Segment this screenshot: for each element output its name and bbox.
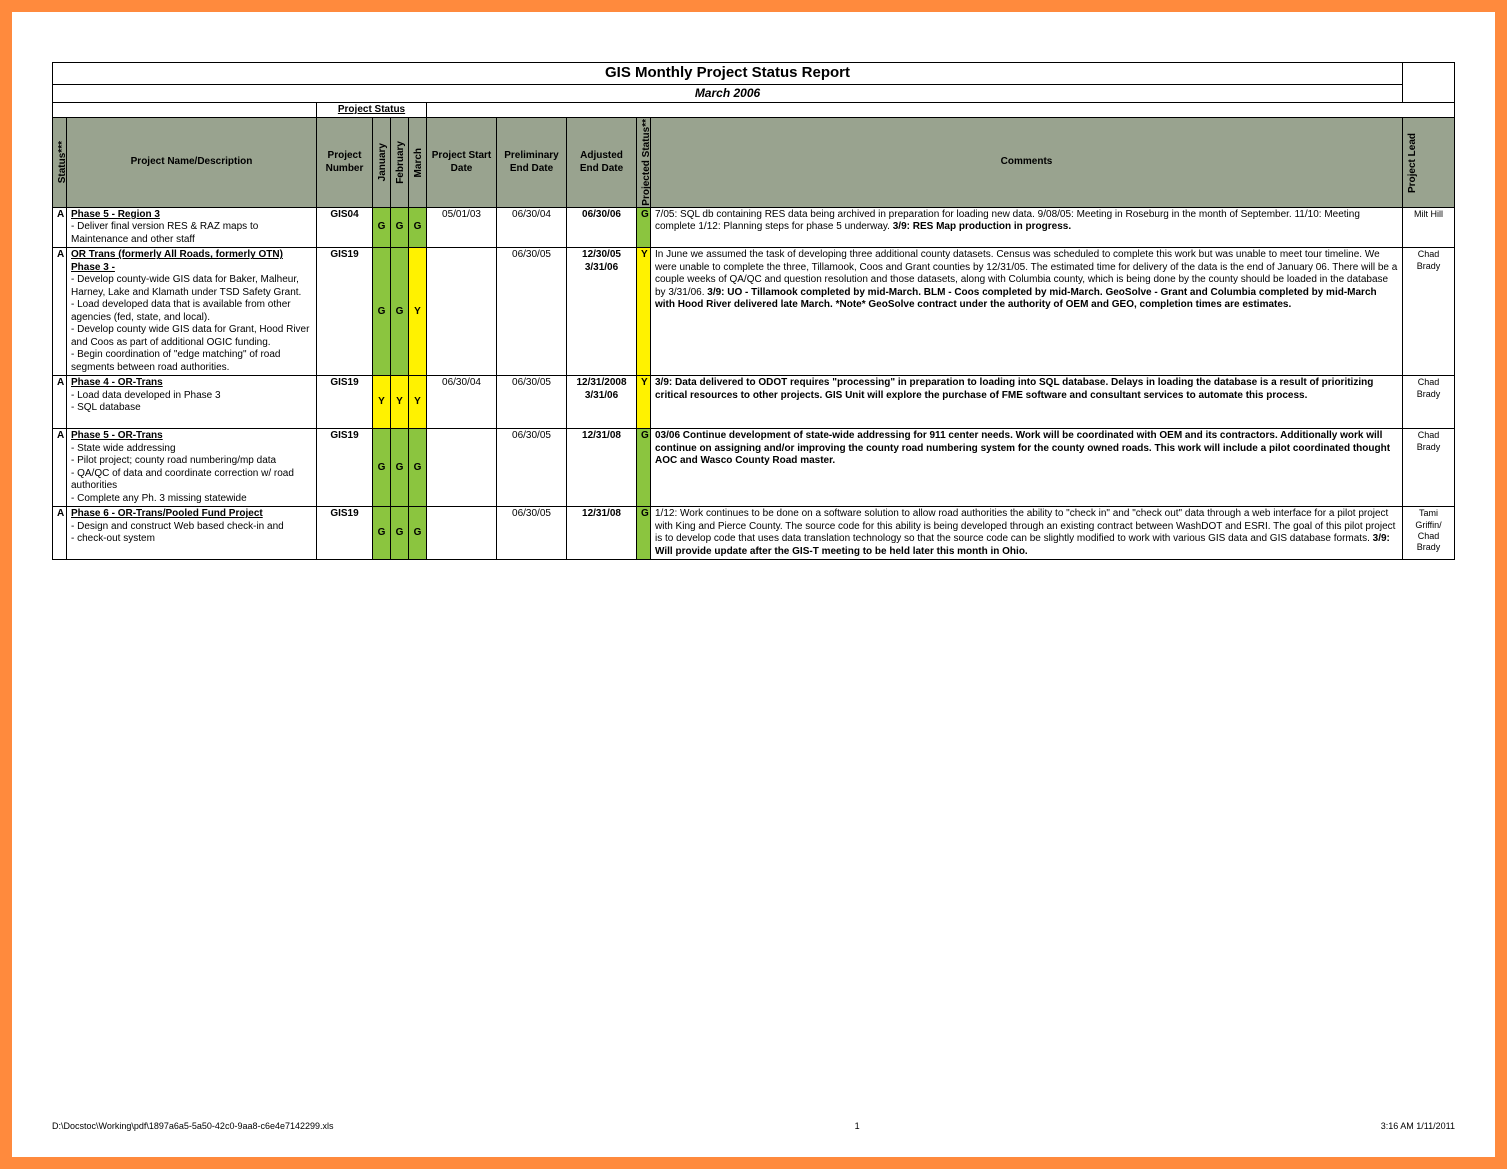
name-cell: OR Trans (formerly All Roads, formerly O… [67,248,317,376]
status-cell: A [53,376,67,429]
number-cell: GIS04 [317,207,373,248]
adj-cell: 12/30/05 3/31/06 [567,248,637,376]
footer-page: 1 [855,1121,860,1131]
month-cell: G [409,429,427,507]
col-feb: February [391,118,409,208]
proj-status-cell: G [637,507,651,560]
col-name: Project Name/Description [67,118,317,208]
month-cell: G [409,507,427,560]
table-row: APhase 4 - OR-Trans- Load data developed… [53,376,1455,429]
name-cell: Phase 5 - OR-Trans- State wide addressin… [67,429,317,507]
footer-stamp: 3:16 AM 1/11/2011 [1381,1121,1455,1131]
number-cell: GIS19 [317,429,373,507]
table-row: APhase 5 - Region 3- Deliver final versi… [53,207,1455,248]
proj-status-cell: G [637,207,651,248]
status-cell: A [53,207,67,248]
number-cell: GIS19 [317,507,373,560]
prelim-cell: 06/30/05 [497,376,567,429]
col-number: Project Number [317,118,373,208]
name-cell: Phase 6 - OR-Trans/Pooled Fund Project- … [67,507,317,560]
lead-cell: Chad Brady [1403,248,1455,376]
col-jan: January [373,118,391,208]
adj-cell: 12/31/08 [567,507,637,560]
comments-cell: 03/06 Continue development of state-wide… [651,429,1403,507]
start-cell: 05/01/03 [427,207,497,248]
month-cell: G [373,248,391,376]
document-page: GIS Monthly Project Status Report March … [12,12,1495,1157]
month-cell: G [391,207,409,248]
month-cell: Y [391,376,409,429]
start-cell [427,429,497,507]
month-cell: G [409,207,427,248]
status-cell: A [53,429,67,507]
prelim-cell: 06/30/05 [497,507,567,560]
proj-status-cell: Y [637,248,651,376]
page-footer: D:\Docstoc\Working\pdf\1897a6a5-5a50-42c… [52,1121,1455,1131]
table-row: AOR Trans (formerly All Roads, formerly … [53,248,1455,376]
proj-status-cell: G [637,429,651,507]
report-subtitle: March 2006 [53,84,1403,102]
proj-status-cell: Y [637,376,651,429]
adj-cell: 06/30/06 [567,207,637,248]
table-row: A Phase 5 - OR-Trans- State wide address… [53,429,1455,507]
comments-cell: 7/05: SQL db containing RES data being a… [651,207,1403,248]
month-cell: Y [373,376,391,429]
start-cell [427,248,497,376]
name-cell: Phase 5 - Region 3- Deliver final versio… [67,207,317,248]
lead-cell: Chad Brady [1403,376,1455,429]
col-mar: March [409,118,427,208]
month-cell: G [373,207,391,248]
month-cell: G [391,507,409,560]
number-cell: GIS19 [317,376,373,429]
col-adj: Adjusted End Date [567,118,637,208]
month-cell: Y [409,376,427,429]
table-row: APhase 6 - OR-Trans/Pooled Fund Project-… [53,507,1455,560]
adj-cell: 12/31/08 [567,429,637,507]
status-cell: A [53,507,67,560]
month-cell: G [373,507,391,560]
comments-cell: In June we assumed the task of developin… [651,248,1403,376]
month-cell: Y [409,248,427,376]
col-comments: Comments [651,118,1403,208]
col-prelim: Preliminary End Date [497,118,567,208]
footer-path: D:\Docstoc\Working\pdf\1897a6a5-5a50-42c… [52,1121,334,1131]
month-cell: G [373,429,391,507]
section-project-status: Project Status [317,102,427,118]
prelim-cell: 06/30/05 [497,429,567,507]
col-start: Project Start Date [427,118,497,208]
col-status: Status*** [53,118,67,208]
prelim-cell: 06/30/04 [497,207,567,248]
start-cell: 06/30/04 [427,376,497,429]
col-proj-status: Projected Status** [637,118,651,208]
comments-cell: 1/12: Work continues to be done on a sof… [651,507,1403,560]
number-cell: GIS19 [317,248,373,376]
lead-cell: Milt Hill [1403,207,1455,248]
start-cell [427,507,497,560]
prelim-cell: 06/30/05 [497,248,567,376]
col-lead: Project Lead [1403,118,1455,208]
comments-cell: 3/9: Data delivered to ODOT requires "pr… [651,376,1403,429]
month-cell: G [391,429,409,507]
status-report-table: GIS Monthly Project Status Report March … [52,62,1455,560]
adj-cell: 12/31/2008 3/31/06 [567,376,637,429]
status-cell: A [53,248,67,376]
month-cell: G [391,248,409,376]
name-cell: Phase 4 - OR-Trans- Load data developed … [67,376,317,429]
lead-cell: Tami Griffin/ Chad Brady [1403,507,1455,560]
lead-cell: Chad Brady [1403,429,1455,507]
report-title: GIS Monthly Project Status Report [53,63,1403,85]
